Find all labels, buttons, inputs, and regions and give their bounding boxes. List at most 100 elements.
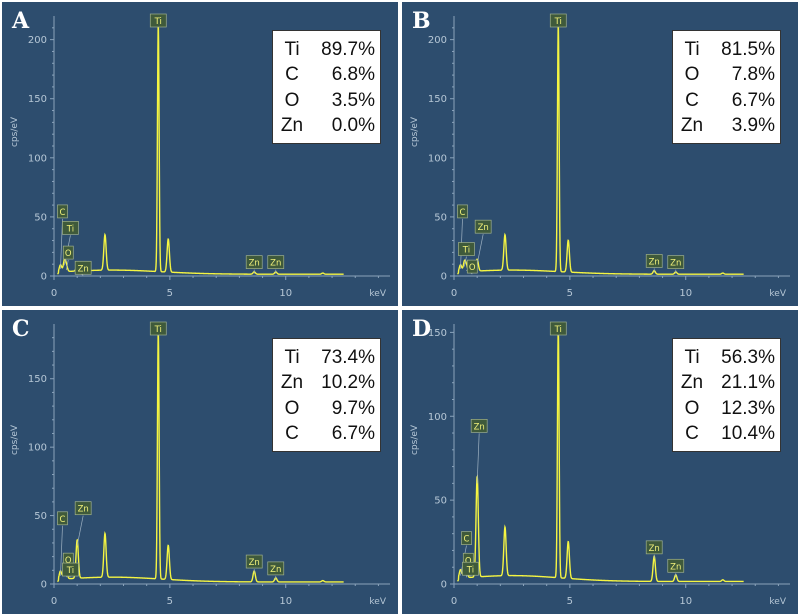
element-name: O [284,89,300,111]
peak-label-text: Zn [270,259,281,269]
y-axis-label: cps/eV [410,116,420,147]
y-tick-label: 150 [28,374,47,385]
composition-row: O 3.5% [273,88,380,114]
composition-table-d: Ti 56.3% Zn 21.1% O 12.3% C 10.4% [672,338,781,452]
peak-label-text: Zn [649,544,660,554]
peak-label-text: Zn [249,259,260,269]
element-percent: 6.7% [731,89,775,111]
y-tick-label: 200 [28,35,47,46]
composition-row: O 7.8% [673,63,780,89]
peak-label: Ti [62,221,79,235]
peak-label-box [62,562,79,577]
peak-label-box [57,511,68,526]
peak-label-box [667,558,685,573]
peak-label: C [457,204,468,219]
composition-row: C 6.7% [673,88,780,114]
peak-label-text: C [460,208,466,218]
peak-label: C [57,511,68,526]
peak-leader-line [60,525,63,576]
peak-label: Ti [458,242,475,256]
peak-label: Ti [462,561,479,576]
element-percent: 6.7% [331,423,375,445]
peak-label-box [62,245,74,260]
composition-row: Zn 0.0% [273,114,380,140]
element-percent: 0.0% [331,115,375,137]
composition-row: C 10.4% [673,422,780,448]
peak-label-box [57,204,68,219]
peak-label: Ti [149,13,167,28]
element-percent: 3.5% [331,89,375,111]
peak-label: Zn [267,561,285,576]
peak-label: Ti [62,562,79,577]
peak-label-text: Ti [154,325,162,335]
y-tick-label: 0 [41,272,47,283]
peak-label-box [245,255,263,269]
x-tick-label: 5 [567,288,573,299]
peak-leader-line [76,515,84,546]
peak-label: C [57,204,68,219]
element-percent: 3.9% [731,115,775,137]
peak-label-text: C [464,535,470,545]
y-tick-label: 50 [34,511,47,522]
peak-label: C [461,531,472,545]
composition-row: Ti 89.7% [273,37,380,63]
element-percent: 9.7% [331,397,375,419]
element-name: Ti [684,38,700,60]
y-tick-label: 100 [428,412,447,423]
peak-label: Zn [267,255,285,269]
y-tick-label: 0 [41,580,47,591]
x-tick-label: 0 [51,596,57,607]
peak-label-text: Zn [478,223,489,233]
composition-row: C 6.8% [273,63,380,89]
composition-row: Ti 56.3% [673,345,780,371]
peak-label-text: Ti [66,224,74,234]
peak-label: Zn [74,260,92,275]
element-name: Ti [284,38,300,60]
element-name: C [685,423,699,445]
y-tick-label: 150 [428,94,447,105]
element-percent: 73.4% [321,346,375,368]
spectrum-panel-c: 0 50 100 150 0 5 10 cps/eV keV Ti C Zn O Ti Zn Zn C Ti 7… [2,310,398,614]
peak-label: Zn [645,540,663,555]
x-tick-label: 5 [167,596,173,607]
composition-row: Zn 21.1% [673,371,780,397]
peak-label-text: O [65,249,72,259]
composition-row: Zn 10.2% [273,371,380,397]
peak-label-box [267,561,285,576]
spectrum-panel-a: 0 50 100 150 200 0 5 10 cps/eV keV Ti C Ti O Zn Zn Zn A … [2,2,398,306]
peak-label: Zn [470,419,488,433]
y-axis-label: cps/eV [410,424,420,455]
composition-table-c: Ti 73.4% Zn 10.2% O 9.7% C 6.7% [272,338,381,452]
peak-label-text: O [469,263,476,273]
peak-label-box [667,255,685,269]
y-tick-label: 50 [34,212,47,223]
x-tick-label: 0 [451,288,457,299]
y-tick-label: 100 [428,153,447,164]
peak-label: Zn [667,558,685,573]
composition-row: O 9.7% [273,396,380,422]
x-axis-label: keV [769,597,786,607]
panel-letter-a: A [12,8,30,34]
peak-leader-line [65,260,69,271]
panel-letter-d: D [412,316,432,342]
peak-label-box [149,13,167,28]
element-name: Ti [684,346,700,368]
peak-label-text: Ti [154,17,162,27]
composition-row: Ti 81.5% [673,37,780,63]
y-tick-label: 150 [428,328,447,339]
peak-leader-line [476,433,480,484]
element-name: C [285,64,299,86]
x-tick-label: 5 [167,288,173,299]
y-tick-label: 0 [441,272,447,283]
peak-label-box [458,242,475,256]
peak-label-text: Ti [554,17,562,27]
composition-row: Zn 3.9% [673,114,780,140]
peak-label-text: Zn [78,505,89,515]
element-percent: 12.3% [721,397,775,419]
element-percent: 89.7% [321,38,375,60]
x-axis-label: keV [769,289,786,299]
x-tick-label: 10 [679,288,692,299]
peak-label-text: C [60,515,66,525]
